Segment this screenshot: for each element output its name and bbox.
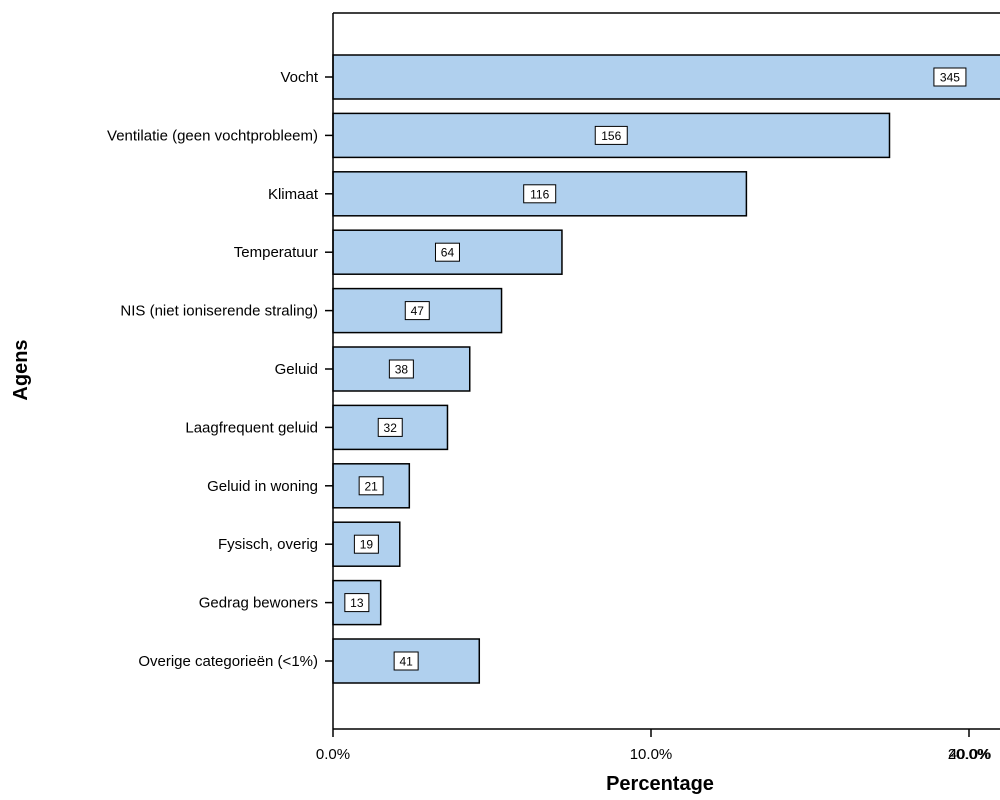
- data-label-box: [353, 534, 379, 554]
- data-label-box: [434, 242, 460, 262]
- bar: [332, 638, 481, 684]
- data-label: 38: [395, 363, 409, 377]
- ticks-layer: Vocht Ventilatie (geen vochtprobleem) Klim…: [107, 69, 992, 763]
- data-label: 345: [940, 71, 960, 85]
- data-label: 116: [530, 187, 549, 201]
- data-label: 13: [350, 596, 364, 610]
- data-label: 64: [441, 246, 455, 260]
- category-label: Laagfrequent geluid: [185, 419, 318, 436]
- category-label: Temperatuur: [234, 244, 318, 261]
- data-label: 47: [411, 304, 425, 318]
- data-label-box: [523, 184, 557, 204]
- category-label: Overige categorieën (<1%): [138, 653, 318, 670]
- category-label: Geluid in woning: [207, 478, 318, 495]
- category-label: Gedrag bewoners: [199, 595, 318, 612]
- bar: [332, 229, 563, 275]
- category-label: Geluid: [275, 361, 318, 378]
- category-label: NIS (niet ioniserende straling): [120, 303, 318, 320]
- data-label: 19: [360, 538, 374, 552]
- data-label: 32: [384, 421, 398, 435]
- bar: [332, 54, 1000, 100]
- x-tick-label: 20.0%: [948, 746, 991, 763]
- data-label-box: [594, 125, 628, 145]
- x-tick-label: 10.0%: [630, 746, 673, 763]
- category-label: Fysisch, overig: [218, 536, 318, 553]
- data-label: 156: [601, 129, 621, 143]
- data-label: 21: [364, 479, 378, 493]
- data-label-box: [393, 651, 419, 671]
- data-label: 41: [399, 655, 413, 669]
- data-label-box: [388, 359, 414, 379]
- category-label: Vocht: [280, 69, 318, 86]
- y-axis-title: Agens: [10, 339, 32, 400]
- category-label: Ventilatie (geen vochtprobleem): [107, 127, 318, 144]
- x-axis-title: Percentage: [606, 773, 714, 795]
- axes-layer: [332, 12, 1000, 730]
- data-label-box: [404, 301, 430, 321]
- x-tick-label: 40.0%: [949, 746, 992, 763]
- data-label-box: [344, 593, 370, 613]
- category-label: Klimaat: [268, 186, 319, 203]
- data-label-box: [377, 417, 403, 437]
- x-tick-label: 0.0%: [316, 746, 350, 763]
- data-label-box: [358, 476, 384, 496]
- bars-layer: 345 156 116 64 47 38 32 21 19 13 41: [332, 54, 1000, 684]
- data-label-box: [933, 67, 967, 87]
